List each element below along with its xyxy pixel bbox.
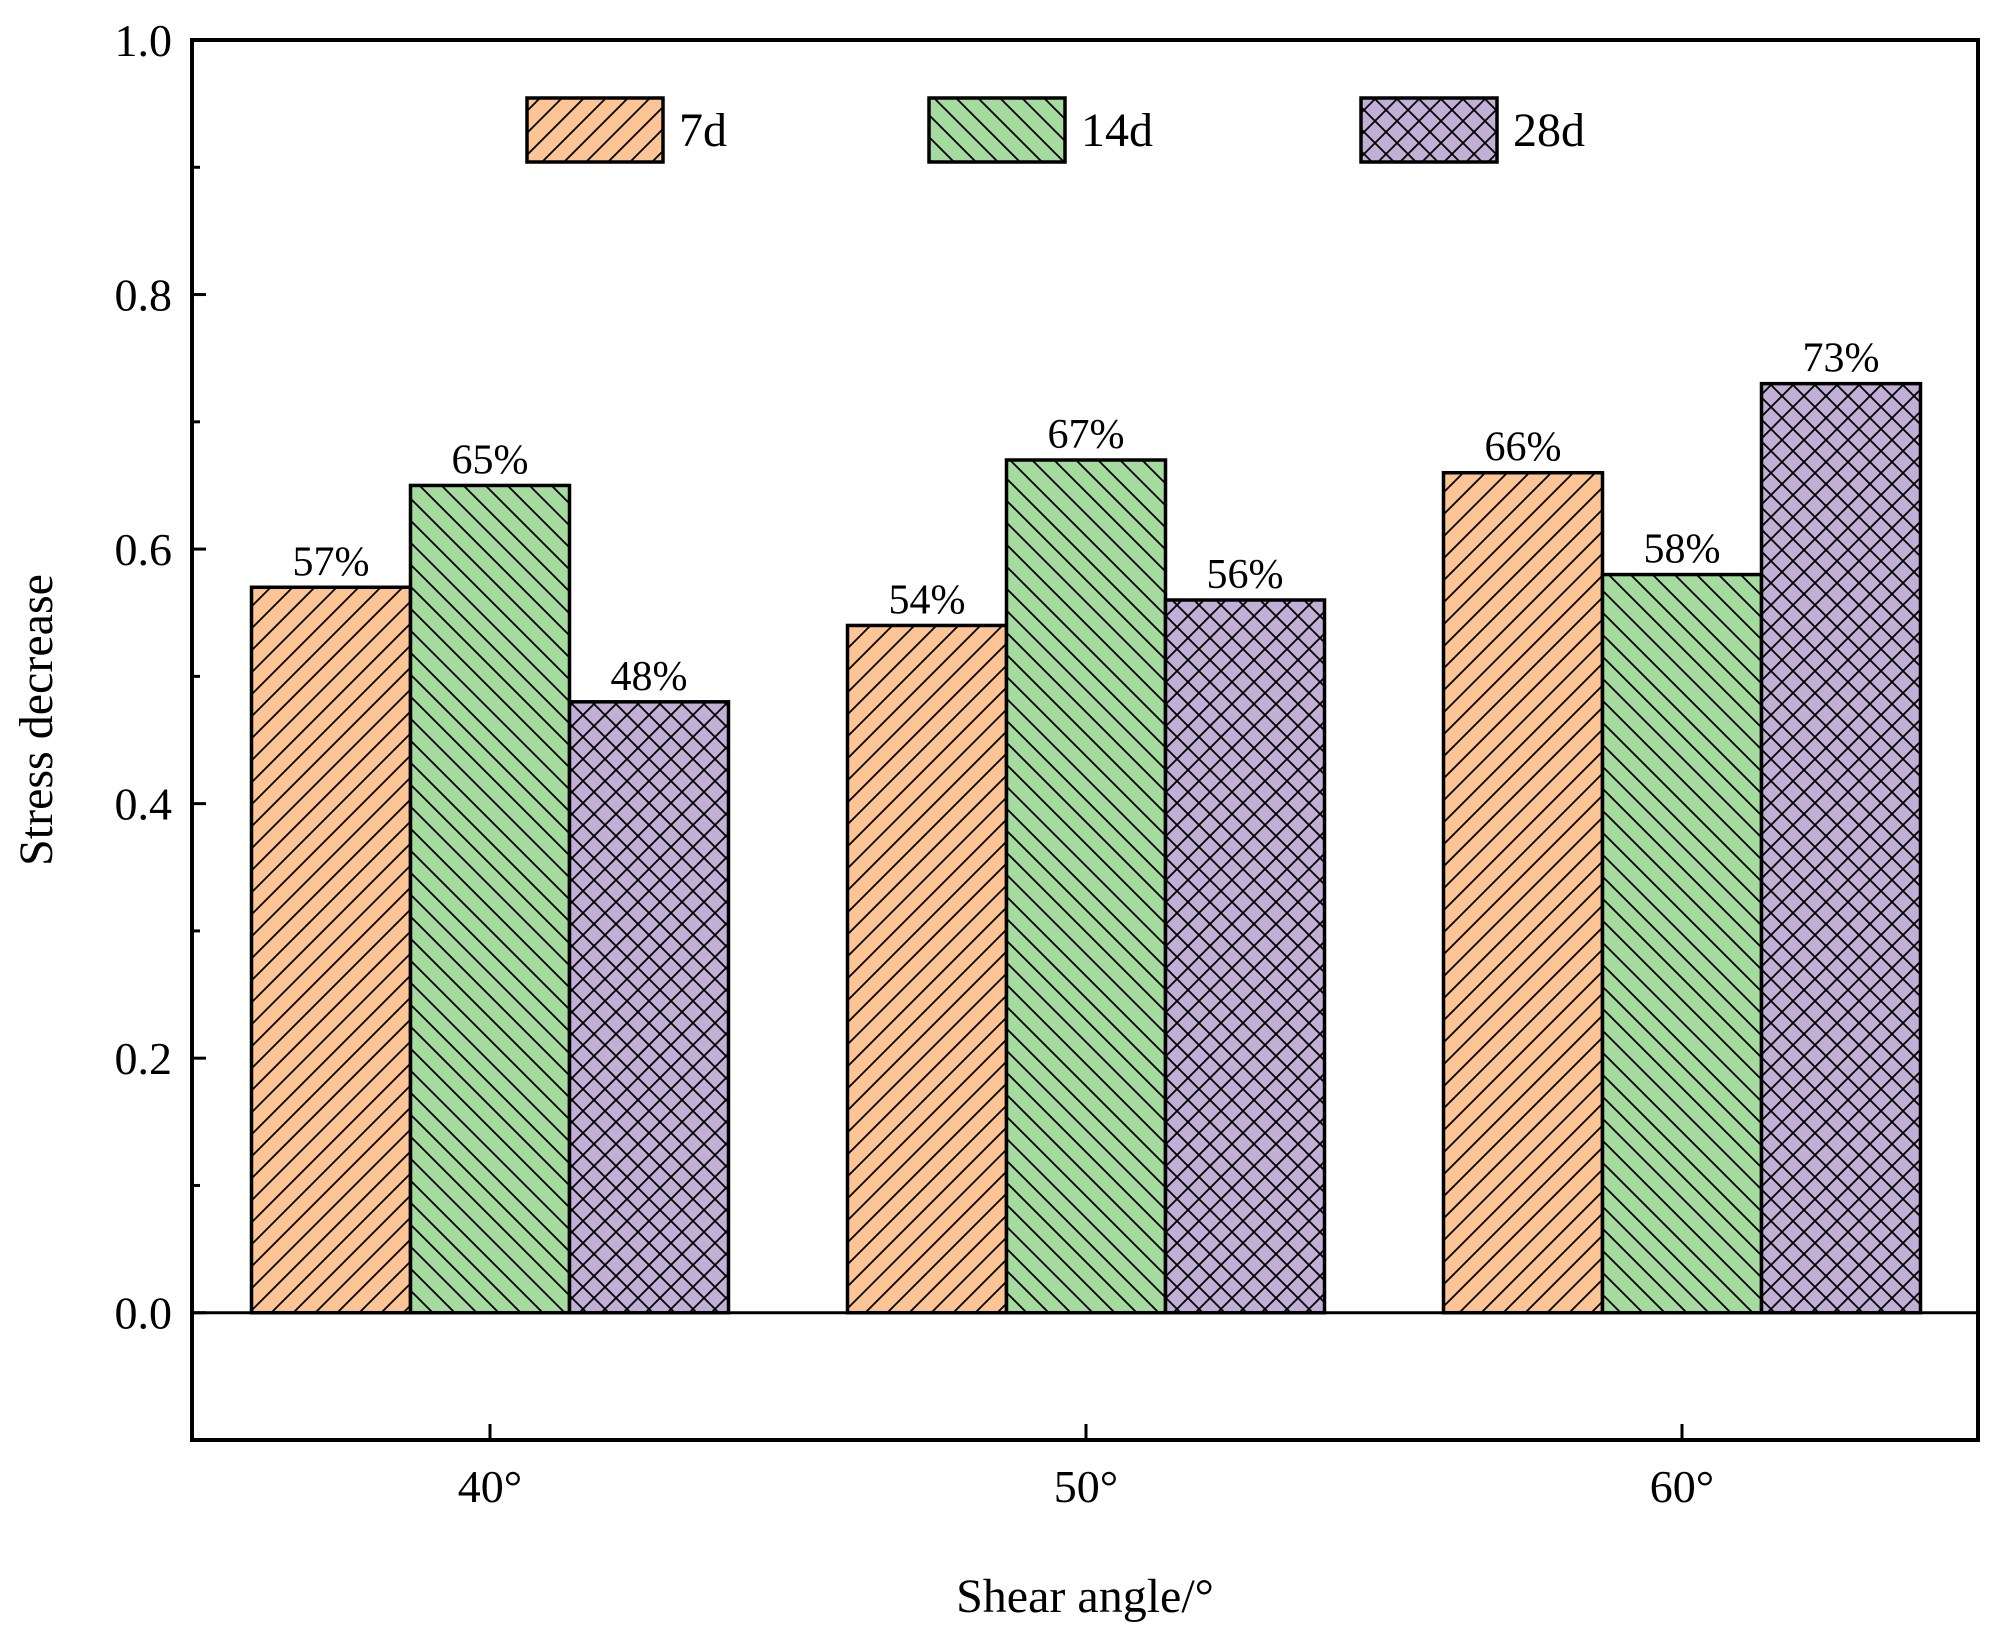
bar-28d-2 <box>1163 598 1327 1315</box>
bar-7d-2 <box>845 623 1009 1315</box>
bar-28d-3 <box>1759 381 1923 1315</box>
y-axis-label: Stress decrease <box>10 574 63 866</box>
x-axis: 40° 50° 60° <box>458 1424 1714 1512</box>
y-axis: 0.0 0.2 0.4 0.6 0.8 1.0 <box>115 15 206 1339</box>
bar-14d-1 <box>408 483 572 1315</box>
legend-swatch-14d <box>927 96 1067 164</box>
y-tick-label: 0.4 <box>115 779 173 830</box>
data-label: 73% <box>1803 336 1880 382</box>
data-label: 58% <box>1644 527 1721 573</box>
legend-label: 14d <box>1081 104 1153 157</box>
bar-7d-1 <box>249 585 413 1315</box>
data-label: 65% <box>452 437 529 483</box>
bar-14d-2 <box>1004 458 1168 1315</box>
bar-14d-3 <box>1600 572 1764 1315</box>
legend-label: 28d <box>1513 104 1585 157</box>
y-tick-label: 0.2 <box>115 1033 173 1084</box>
data-label: 57% <box>293 539 370 585</box>
legend-swatch-7d <box>525 96 665 164</box>
bar-28d-1 <box>567 700 731 1315</box>
y-tick-label: 0.8 <box>115 270 173 321</box>
bars-group <box>249 381 1923 1315</box>
x-tick-label: 60° <box>1650 1461 1714 1512</box>
data-label: 66% <box>1485 425 1562 471</box>
legend-swatch-28d <box>1359 96 1499 164</box>
x-axis-label: Shear angle/° <box>956 1570 1214 1623</box>
legend-label: 7d <box>679 104 727 157</box>
y-tick-label: 0.0 <box>115 1288 173 1339</box>
data-label: 67% <box>1048 412 1125 458</box>
legend: 7d 14d 28d <box>525 96 1585 164</box>
x-tick-label: 40° <box>458 1461 522 1512</box>
data-label: 48% <box>611 654 688 700</box>
data-label: 56% <box>1207 552 1284 598</box>
x-tick-label: 50° <box>1054 1461 1118 1512</box>
y-tick-label: 1.0 <box>115 15 173 66</box>
data-label: 54% <box>889 577 966 623</box>
bar-7d-3 <box>1441 470 1605 1315</box>
data-labels-group: 57% 65% 48% 54% 67% 56% 66% 58% 73% <box>293 336 1880 700</box>
y-tick-label: 0.6 <box>115 524 173 575</box>
